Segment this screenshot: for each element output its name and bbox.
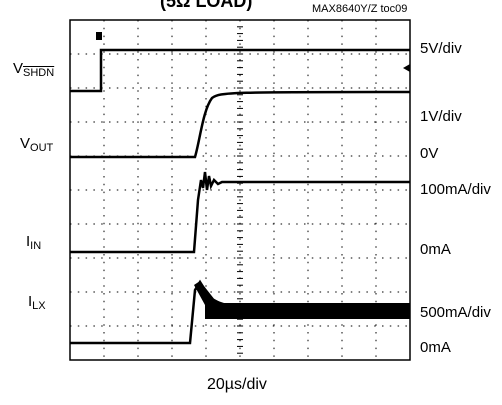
ground-iin: 0mA	[420, 241, 451, 258]
label-vout-main: V	[20, 135, 31, 152]
label-ilx-sub: LX	[32, 300, 46, 312]
chart-title: (5Ω LOAD)	[160, 0, 253, 11]
trace-vout	[70, 90, 411, 159]
label-ilx-main: I	[28, 293, 33, 310]
label-vshdn-main: V	[13, 60, 24, 77]
trace-vshdn	[70, 48, 410, 93]
label-ilx: ILX	[28, 293, 46, 312]
scale-vout: 1V/div	[420, 108, 462, 125]
right-marker	[403, 64, 410, 72]
label-vout-sub: OUT	[30, 142, 54, 154]
scale-ilx: 500mA/div	[420, 304, 491, 321]
label-vout: VOUT	[20, 135, 53, 154]
scale-vshdn: 5V/div	[420, 40, 462, 57]
trigger-marker	[96, 32, 102, 40]
label-iin: IIN	[26, 233, 41, 252]
label-vshdn: VSHDN	[13, 60, 54, 79]
label-iin-main: I	[26, 233, 31, 250]
x-axis-label: 20µs/div	[207, 376, 267, 393]
grid	[70, 19, 410, 360]
trace-ilx-band	[205, 303, 410, 319]
plot-frame	[69, 19, 411, 361]
scale-iin: 100mA/div	[420, 181, 491, 198]
ground-ilx: 0mA	[420, 339, 451, 356]
traces	[70, 48, 411, 345]
trace-iin	[70, 171, 410, 254]
figure-id: MAX8640Y/Z toc09	[312, 3, 408, 15]
label-vshdn-sub: SHDN	[23, 67, 55, 79]
ground-vout: 0V	[420, 145, 439, 162]
label-iin-sub: IN	[30, 240, 42, 252]
trace-ilx-spike	[194, 281, 230, 305]
